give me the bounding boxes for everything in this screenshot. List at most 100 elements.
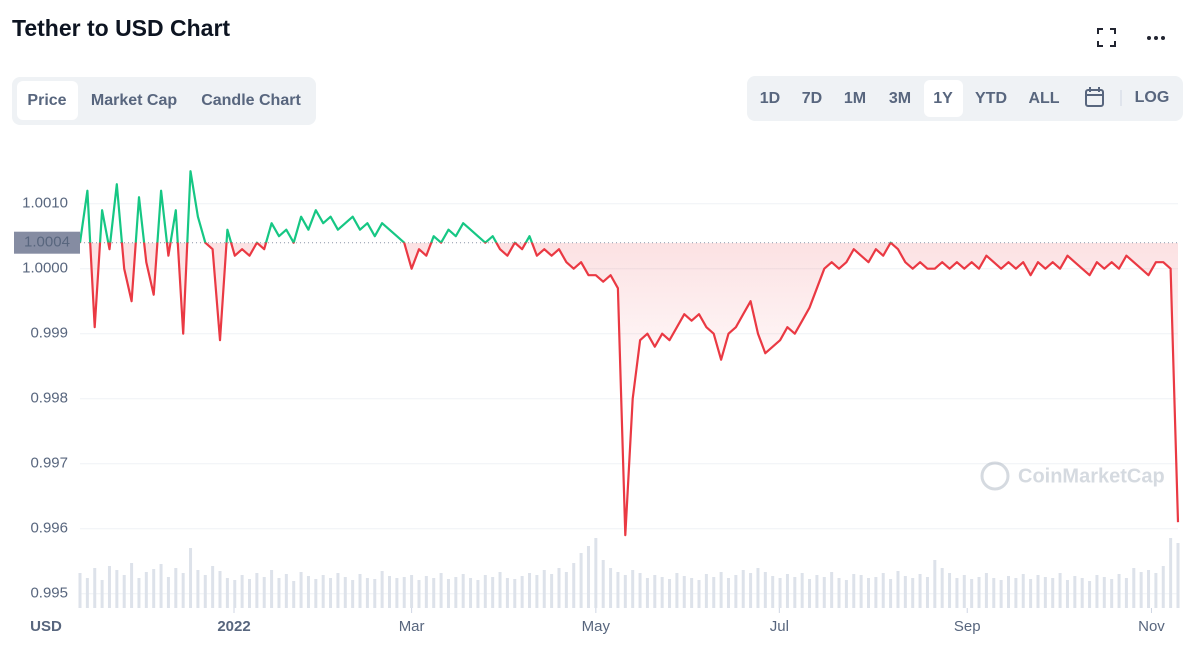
volume-bar [1139,572,1143,608]
x-tick-label: May [582,618,611,635]
volume-bar [93,568,97,608]
volume-bar [1095,575,1099,608]
y-tick-label: 0.997 [30,455,68,472]
volume-bar [535,575,539,608]
x-tick-label: Mar [399,618,425,635]
x-tick-label: Jul [770,618,789,635]
volume-bar [505,578,509,608]
volume-bar [299,572,303,608]
volume-bar [977,577,981,608]
volume-bar [417,580,421,608]
volume-bar [225,578,229,608]
volume-bar [189,548,193,608]
volume-bar [690,578,694,608]
volume-bar [469,578,473,608]
range-button[interactable]: 3M [889,90,911,107]
volume-bar [1065,580,1069,608]
volume-bar [1132,568,1136,608]
more-icon[interactable] [1147,36,1165,40]
range-button[interactable]: ALL [1028,90,1059,107]
y-tick-label: 0.999 [30,325,68,342]
volume-bar [115,570,119,608]
volume-bar [196,570,200,608]
fullscreen-icon[interactable] [1097,28,1116,47]
volume-bar [808,579,812,608]
watermark: CoinMarketCap [980,461,1165,491]
volume-bar [211,566,215,608]
range-group [747,76,1183,121]
volume-bar [852,574,856,608]
volume-bar [741,570,745,608]
volume-bar [100,580,104,608]
volume-bar [609,568,613,608]
volume-bar [107,566,111,608]
range-button[interactable]: 1M [844,90,866,107]
volume-bar [1176,543,1180,608]
volume-bar [542,570,546,608]
area-fill [80,242,1178,536]
volume-bar [638,573,642,608]
volume-bar [1169,538,1173,608]
volume-bar [749,573,753,608]
volume-bar [933,560,937,608]
volume-bar [734,575,738,608]
volume-bar [329,578,333,608]
volume-bar [476,580,480,608]
tab[interactable]: Candle Chart [201,92,301,109]
range-button[interactable]: YTD [975,90,1007,107]
volume-bar [1029,579,1033,608]
volume-bar [262,577,266,608]
volume-bar [859,575,863,608]
volume-bar [343,577,347,608]
volume-bar [881,573,885,608]
volume-bar [594,538,598,608]
volume-bar [918,574,922,608]
volume-bar [1073,576,1077,608]
volume-bar [528,573,532,608]
volume-bar [152,569,156,608]
volume-bar [889,579,893,608]
range-button[interactable]: 7D [802,90,822,107]
volume-bar [557,568,561,608]
volume-bar [800,573,804,608]
volume-bar [388,576,392,608]
volume-bar [373,579,377,608]
volume-bar [660,577,664,608]
watermark-text: CoinMarketCap [1018,465,1165,487]
volume-bar [992,578,996,608]
volume-bar [586,546,590,608]
volume-bar [925,577,929,608]
volume-bar [815,575,819,608]
volume-bar [1014,578,1018,608]
tab[interactable]: Price [27,92,66,109]
volume-bar [1154,573,1158,608]
volume-bar [1021,574,1025,608]
volume-bar [1080,578,1084,608]
range-button[interactable]: 1Y [933,90,953,107]
volume-bar [955,578,959,608]
range-button[interactable]: 1D [760,90,780,107]
volume-bar [763,572,767,608]
volume-bar [181,573,185,608]
volume-bar [314,579,318,608]
volume-bar [85,578,89,608]
volume-bar [830,572,834,608]
calendar-icon[interactable] [1085,87,1104,107]
y-tick-label: 1.0000 [22,260,68,277]
y-tick-label: 1.0010 [22,195,68,212]
volume-bar [365,578,369,608]
log-button[interactable]: LOG [1135,89,1170,106]
watermark-logo [980,461,1010,491]
volume-bar [948,573,952,608]
volume-bar [903,576,907,608]
volume-bar [1058,573,1062,608]
volume-bar [940,568,944,608]
tab[interactable]: Market Cap [91,92,177,109]
volume-bar [844,580,848,608]
price-line [78,170,1180,537]
x-tick-label: Nov [1138,618,1165,635]
volume-bar [911,578,915,608]
volume-bar [1117,574,1121,608]
volume-bar [461,574,465,608]
volume-bar [984,573,988,608]
